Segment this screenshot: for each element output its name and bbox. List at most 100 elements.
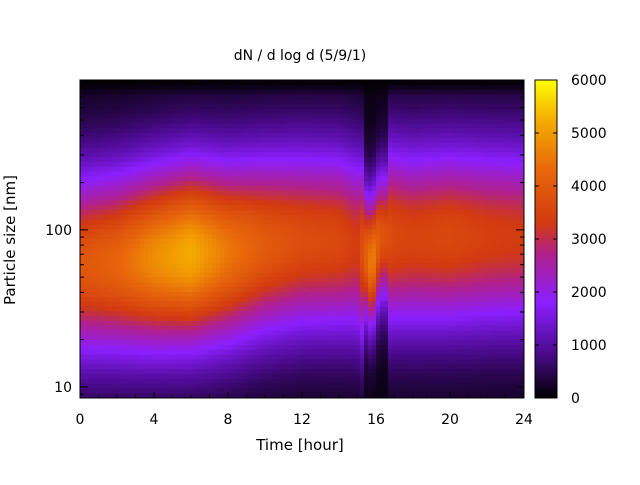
heatmap-cell	[280, 311, 285, 317]
heatmap-cell	[248, 104, 253, 110]
heatmap-cell	[344, 335, 349, 341]
heatmap-cell	[288, 108, 293, 115]
heatmap-cell	[116, 190, 121, 197]
heatmap-cell	[252, 166, 257, 173]
heatmap-cell	[108, 292, 113, 298]
heatmap-cell	[212, 311, 217, 317]
heatmap-cell	[220, 320, 225, 327]
heatmap-cell	[328, 176, 333, 182]
heatmap-cell	[184, 190, 189, 197]
heatmap-cell	[132, 157, 137, 163]
heatmap-cell	[168, 335, 173, 341]
heatmap-cell	[312, 118, 317, 124]
heatmap-cell	[212, 364, 217, 370]
heatmap-cell	[120, 292, 125, 298]
heatmap-cell	[252, 133, 257, 139]
heatmap-cell	[364, 219, 369, 226]
heatmap-cell	[196, 214, 201, 221]
heatmap-cell	[288, 272, 293, 279]
heatmap-cell	[128, 181, 133, 187]
heatmap-cell	[324, 205, 329, 211]
heatmap-cell	[176, 205, 181, 211]
heatmap-cell	[332, 311, 337, 317]
heatmap-cell	[332, 200, 337, 206]
heatmap-cell	[348, 234, 353, 240]
heatmap-cell	[340, 234, 345, 240]
heatmap-cell	[308, 234, 313, 240]
heatmap-cell	[208, 142, 213, 149]
heatmap-cell	[240, 239, 245, 245]
heatmap-cell	[140, 267, 145, 274]
heatmap-cell	[280, 354, 285, 361]
heatmap-cell	[308, 133, 313, 139]
heatmap-cell	[128, 378, 133, 385]
heatmap-cell	[304, 383, 309, 389]
heatmap-cell	[296, 108, 301, 115]
heatmap-cell	[136, 296, 141, 303]
heatmap-cell	[292, 243, 297, 250]
heatmap-cell	[160, 325, 165, 332]
heatmap-cell	[204, 219, 209, 226]
heatmap-cell	[236, 340, 241, 346]
heatmap-cell	[144, 277, 149, 283]
heatmap-cell	[324, 104, 329, 110]
heatmap-cell	[276, 330, 281, 336]
heatmap-cell	[152, 345, 157, 351]
heatmap-cell	[168, 80, 173, 86]
heatmap-cell	[296, 123, 301, 129]
heatmap-cell	[252, 258, 257, 264]
heatmap-cell	[168, 330, 173, 336]
heatmap-cell	[304, 219, 309, 226]
heatmap-cell	[248, 373, 253, 380]
heatmap-cell	[312, 316, 317, 322]
heatmap-cell	[148, 263, 153, 269]
heatmap-cell	[288, 349, 293, 356]
heatmap-cell	[132, 94, 137, 100]
heatmap-cell	[280, 190, 285, 197]
heatmap-cell	[84, 301, 89, 308]
heatmap-cell	[128, 137, 133, 144]
heatmap-cell	[160, 157, 165, 163]
heatmap-cell	[172, 277, 177, 283]
heatmap-cell	[84, 258, 89, 264]
heatmap-cell	[324, 388, 329, 394]
heatmap-cell	[232, 277, 237, 283]
heatmap-cell	[184, 277, 189, 283]
heatmap-cell	[372, 335, 377, 341]
heatmap-cell	[244, 292, 249, 298]
heatmap-cell	[244, 181, 249, 187]
heatmap-cell	[376, 282, 381, 288]
heatmap-cell	[100, 219, 105, 226]
heatmap-cell	[96, 186, 101, 192]
heatmap-cell	[176, 118, 181, 124]
heatmap-cell	[220, 229, 225, 235]
heatmap-cell	[220, 133, 225, 139]
heatmap-cell	[368, 108, 373, 115]
heatmap-cell	[308, 287, 313, 293]
heatmap-cell	[272, 335, 277, 341]
heatmap-cell	[304, 388, 309, 394]
heatmap-cell	[100, 349, 105, 356]
heatmap-cell	[248, 152, 253, 158]
heatmap-cell	[348, 263, 353, 269]
heatmap-cell	[172, 253, 177, 259]
heatmap-cell	[196, 205, 201, 211]
heatmap-cell	[360, 325, 365, 332]
heatmap-cell	[348, 80, 353, 86]
heatmap-cell	[292, 345, 297, 351]
heatmap-cell	[260, 253, 265, 259]
heatmap-cell	[208, 224, 213, 230]
heatmap-cell	[328, 205, 333, 211]
heatmap-cell	[336, 272, 341, 279]
heatmap-cell	[188, 378, 193, 385]
heatmap-cell	[304, 157, 309, 163]
heatmap-cell	[152, 316, 157, 322]
heatmap-cell	[256, 224, 261, 230]
heatmap-cell	[324, 128, 329, 134]
heatmap-cell	[84, 166, 89, 173]
heatmap-cell	[380, 267, 385, 274]
heatmap-cell	[284, 84, 289, 91]
heatmap-cell	[328, 316, 333, 322]
heatmap-cell	[248, 113, 253, 120]
